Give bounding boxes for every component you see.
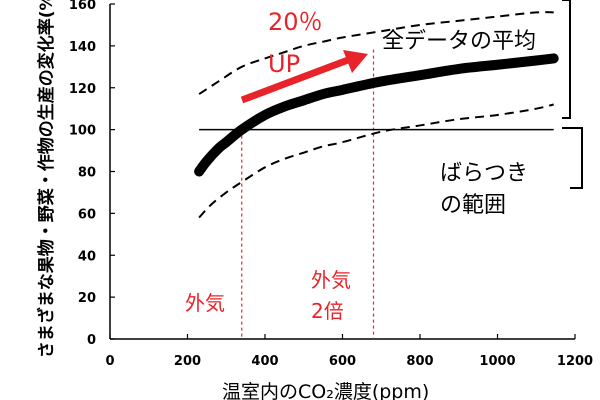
y-axis-title: さまざまな果物・野菜・作物の生産の変化率(%) bbox=[36, 0, 57, 358]
mean-series-label: 全データの平均 bbox=[382, 29, 536, 54]
x-tick-label: 200 bbox=[174, 354, 201, 369]
mean-series-band bbox=[194, 53, 559, 177]
increase-up-label: UP bbox=[268, 50, 300, 78]
chart-marks bbox=[194, 11, 559, 339]
double-co2-label-line1: 外気 bbox=[311, 268, 351, 292]
y-tick-label: 140 bbox=[69, 40, 96, 55]
x-axis-title: 温室内のCO₂濃度(ppm) bbox=[222, 381, 429, 400]
x-tick-label: 1200 bbox=[557, 354, 593, 369]
y-tick-label: 160 bbox=[69, 0, 96, 13]
spread-bracket bbox=[562, 127, 583, 189]
upper-bracket bbox=[562, 0, 571, 119]
axes: 0 200 400 600 800 1000 1200 0 20 40 60 80 100 120 140 1… bbox=[69, 0, 593, 369]
ambient-co2-label: 外気 bbox=[185, 291, 225, 315]
double-co2-label-line2: 2倍 bbox=[311, 299, 344, 323]
y-tick-label: 0 bbox=[87, 333, 96, 348]
x-tick-label: 400 bbox=[251, 354, 278, 369]
spread-label-line1: ばらつき bbox=[440, 161, 528, 186]
x-tick-label: 1000 bbox=[479, 354, 515, 369]
increase-arrow-shaft bbox=[240, 56, 350, 104]
x-tick-label: 800 bbox=[406, 354, 433, 369]
spread-label-line2: の範囲 bbox=[440, 193, 506, 218]
y-tick-label: 60 bbox=[78, 207, 96, 222]
y-tick-label: 120 bbox=[69, 82, 96, 97]
x-tick-label: 600 bbox=[329, 354, 356, 369]
y-tick-label: 40 bbox=[78, 249, 96, 264]
y-tick-label: 80 bbox=[78, 166, 96, 181]
increase-percent-label: 20％ bbox=[268, 8, 323, 36]
x-tick-label: 0 bbox=[105, 354, 114, 369]
y-tick-label: 20 bbox=[78, 291, 96, 306]
spread-bound-line bbox=[198, 11, 554, 95]
increase-arrow-head bbox=[343, 50, 368, 73]
y-tick-label: 100 bbox=[69, 124, 96, 139]
